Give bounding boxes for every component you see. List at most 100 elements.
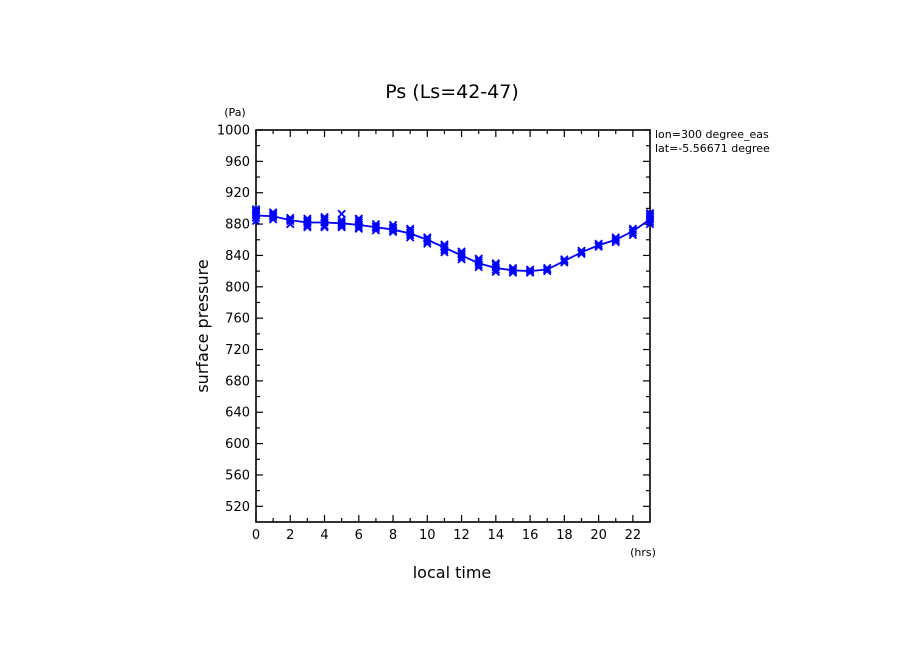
data-point-marker <box>525 265 535 274</box>
marker-stroke <box>286 213 295 223</box>
data-point-marker <box>423 233 432 242</box>
data-point-marker <box>474 254 483 263</box>
marker-stroke <box>388 220 398 230</box>
marker-stroke <box>611 233 620 242</box>
marker-stroke <box>594 239 603 248</box>
data-point-marker <box>577 248 586 257</box>
marker-stroke <box>594 241 603 250</box>
data-point-marker <box>337 218 346 227</box>
data-point-marker <box>251 204 261 214</box>
marker-stroke <box>645 210 655 219</box>
x-tick-label: 0 <box>252 528 260 543</box>
data-point-marker <box>542 263 552 273</box>
data-point-marker <box>303 215 312 225</box>
data-point-marker <box>508 266 518 276</box>
x-tick-label: 12 <box>453 528 470 543</box>
marker-stroke <box>423 233 432 242</box>
y-tick-label: 680 <box>225 374 250 389</box>
marker-stroke <box>251 208 261 217</box>
y-tick-label: 840 <box>225 249 250 264</box>
data-point-marker <box>560 258 569 267</box>
marker-stroke <box>457 248 466 258</box>
marker-stroke <box>491 260 501 270</box>
annotation-lat: lat=-5.56671 degree <box>655 142 770 155</box>
marker-stroke <box>508 266 518 276</box>
data-point-marker <box>474 255 483 265</box>
data-point-marker <box>628 226 638 235</box>
data-point-marker <box>388 220 398 230</box>
marker-stroke <box>303 217 312 226</box>
marker-stroke <box>388 222 398 232</box>
marker-stroke <box>354 215 364 225</box>
data-point-marker <box>251 208 261 217</box>
y-tick-label: 920 <box>225 186 250 201</box>
marker-stroke <box>371 219 381 229</box>
data-point-marker <box>303 217 312 226</box>
data-point-marker <box>542 266 552 276</box>
data-point-marker <box>577 246 586 255</box>
marker-stroke <box>645 212 655 221</box>
data-point-marker <box>337 209 346 219</box>
marker-stroke <box>611 234 620 244</box>
x-tick-label: 18 <box>556 528 573 543</box>
y-tick-label: 800 <box>225 280 250 295</box>
marker-stroke <box>645 208 655 218</box>
data-point-marker <box>371 219 381 229</box>
marker-stroke <box>423 234 432 244</box>
x-tick-label: 8 <box>389 528 397 543</box>
x-tick-label: 16 <box>522 528 539 543</box>
axes: 0 2 4 6 8 10 12 14 16 18 20 22 520 560 600 640 680 720 760… <box>217 124 651 543</box>
data-point-marker <box>354 214 364 223</box>
data-point-marker <box>268 211 278 220</box>
marker-stroke <box>542 265 552 274</box>
y-tick-label: 600 <box>225 437 250 452</box>
y-tick-label: 720 <box>225 343 250 358</box>
marker-stroke <box>440 243 449 252</box>
data-point-marker <box>525 266 535 276</box>
data-point-marker <box>645 212 655 221</box>
marker-stroke <box>474 255 483 265</box>
marker-stroke <box>303 214 312 223</box>
data-point-marker <box>508 263 518 273</box>
x-tick-label: 20 <box>590 528 607 543</box>
data-point-marker <box>405 224 415 234</box>
marker-stroke <box>560 258 569 267</box>
marker-stroke <box>354 214 364 223</box>
data-point-marker <box>491 260 501 270</box>
data-point-marker <box>594 241 603 250</box>
marker-stroke <box>251 204 261 214</box>
series-layer <box>251 204 655 277</box>
data-point-marker <box>286 215 295 224</box>
marker-stroke <box>560 255 569 264</box>
marker-stroke <box>440 240 449 249</box>
data-point-marker <box>628 224 638 234</box>
marker-stroke <box>474 254 483 263</box>
data-point-marker <box>371 222 381 231</box>
plot-frame <box>255 129 651 523</box>
data-point-marker <box>508 265 518 274</box>
x-tick-label: 10 <box>419 528 436 543</box>
marker-stroke <box>560 256 569 266</box>
y-tick-label: 520 <box>225 500 250 515</box>
data-point-marker <box>594 239 603 248</box>
marker-stroke <box>525 265 535 274</box>
marker-stroke <box>303 215 312 225</box>
marker-stroke <box>337 209 346 219</box>
marker-stroke <box>491 259 501 268</box>
data-point-marker <box>560 256 569 266</box>
x-unit-label: (hrs) <box>630 546 656 559</box>
y-tick-label: 560 <box>225 468 250 483</box>
marker-stroke <box>628 226 638 235</box>
x-tick-label: 6 <box>355 528 363 543</box>
y-tick-label: 960 <box>225 155 250 170</box>
marker-stroke <box>457 247 466 256</box>
x-tick-label: 4 <box>320 528 328 543</box>
series-line <box>255 214 651 273</box>
marker-stroke <box>508 265 518 274</box>
marker-stroke <box>577 249 586 259</box>
data-point-marker <box>354 215 364 225</box>
data-point-marker <box>286 213 295 223</box>
marker-stroke <box>320 212 329 222</box>
data-point-marker <box>577 249 586 259</box>
